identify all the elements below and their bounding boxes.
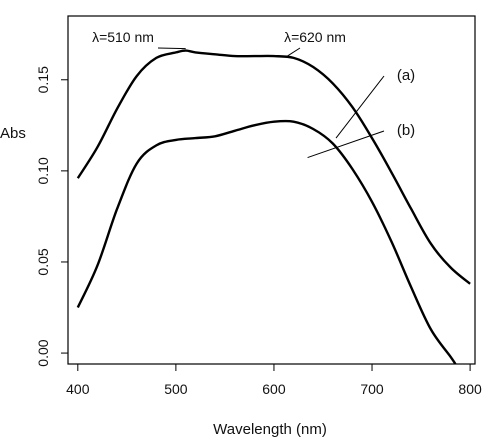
y-axis-label: Abs	[0, 125, 26, 142]
x-tick-label: 700	[360, 381, 384, 397]
wavelength-annotation: λ=620 nm	[284, 29, 346, 45]
x-axis-label: Wavelength (nm)	[213, 421, 327, 438]
series-label: (b)	[397, 122, 415, 139]
wavelength-annotation: λ=510 nm	[92, 29, 154, 45]
x-tick-label: 400	[66, 381, 90, 397]
y-axis: 0.00 0.05 0.10 0.15	[35, 66, 68, 367]
series-line	[76, 119, 457, 364]
series-leader-line	[307, 130, 385, 159]
series-line	[76, 49, 471, 285]
y-tick-label: 0.05	[35, 248, 51, 275]
y-tick-label: 0.00	[35, 339, 51, 366]
y-tick-label: 0.10	[35, 157, 51, 184]
series-label: (a)	[397, 67, 415, 84]
x-tick-label: 800	[458, 381, 482, 397]
y-tick-label: 0.15	[35, 66, 51, 93]
x-tick-label: 500	[164, 381, 188, 397]
x-tick-label: 600	[262, 381, 286, 397]
annotation-layer: λ=510 nm λ=620 nm	[92, 29, 346, 57]
annotation-leader-line	[157, 47, 186, 50]
series-leader-line	[335, 75, 385, 139]
plot-frame	[67, 15, 476, 365]
x-axis: 400 500 600 700 800	[66, 364, 482, 397]
annotation-leader-line	[287, 47, 301, 57]
series-layer: (a) (b)	[76, 49, 471, 364]
